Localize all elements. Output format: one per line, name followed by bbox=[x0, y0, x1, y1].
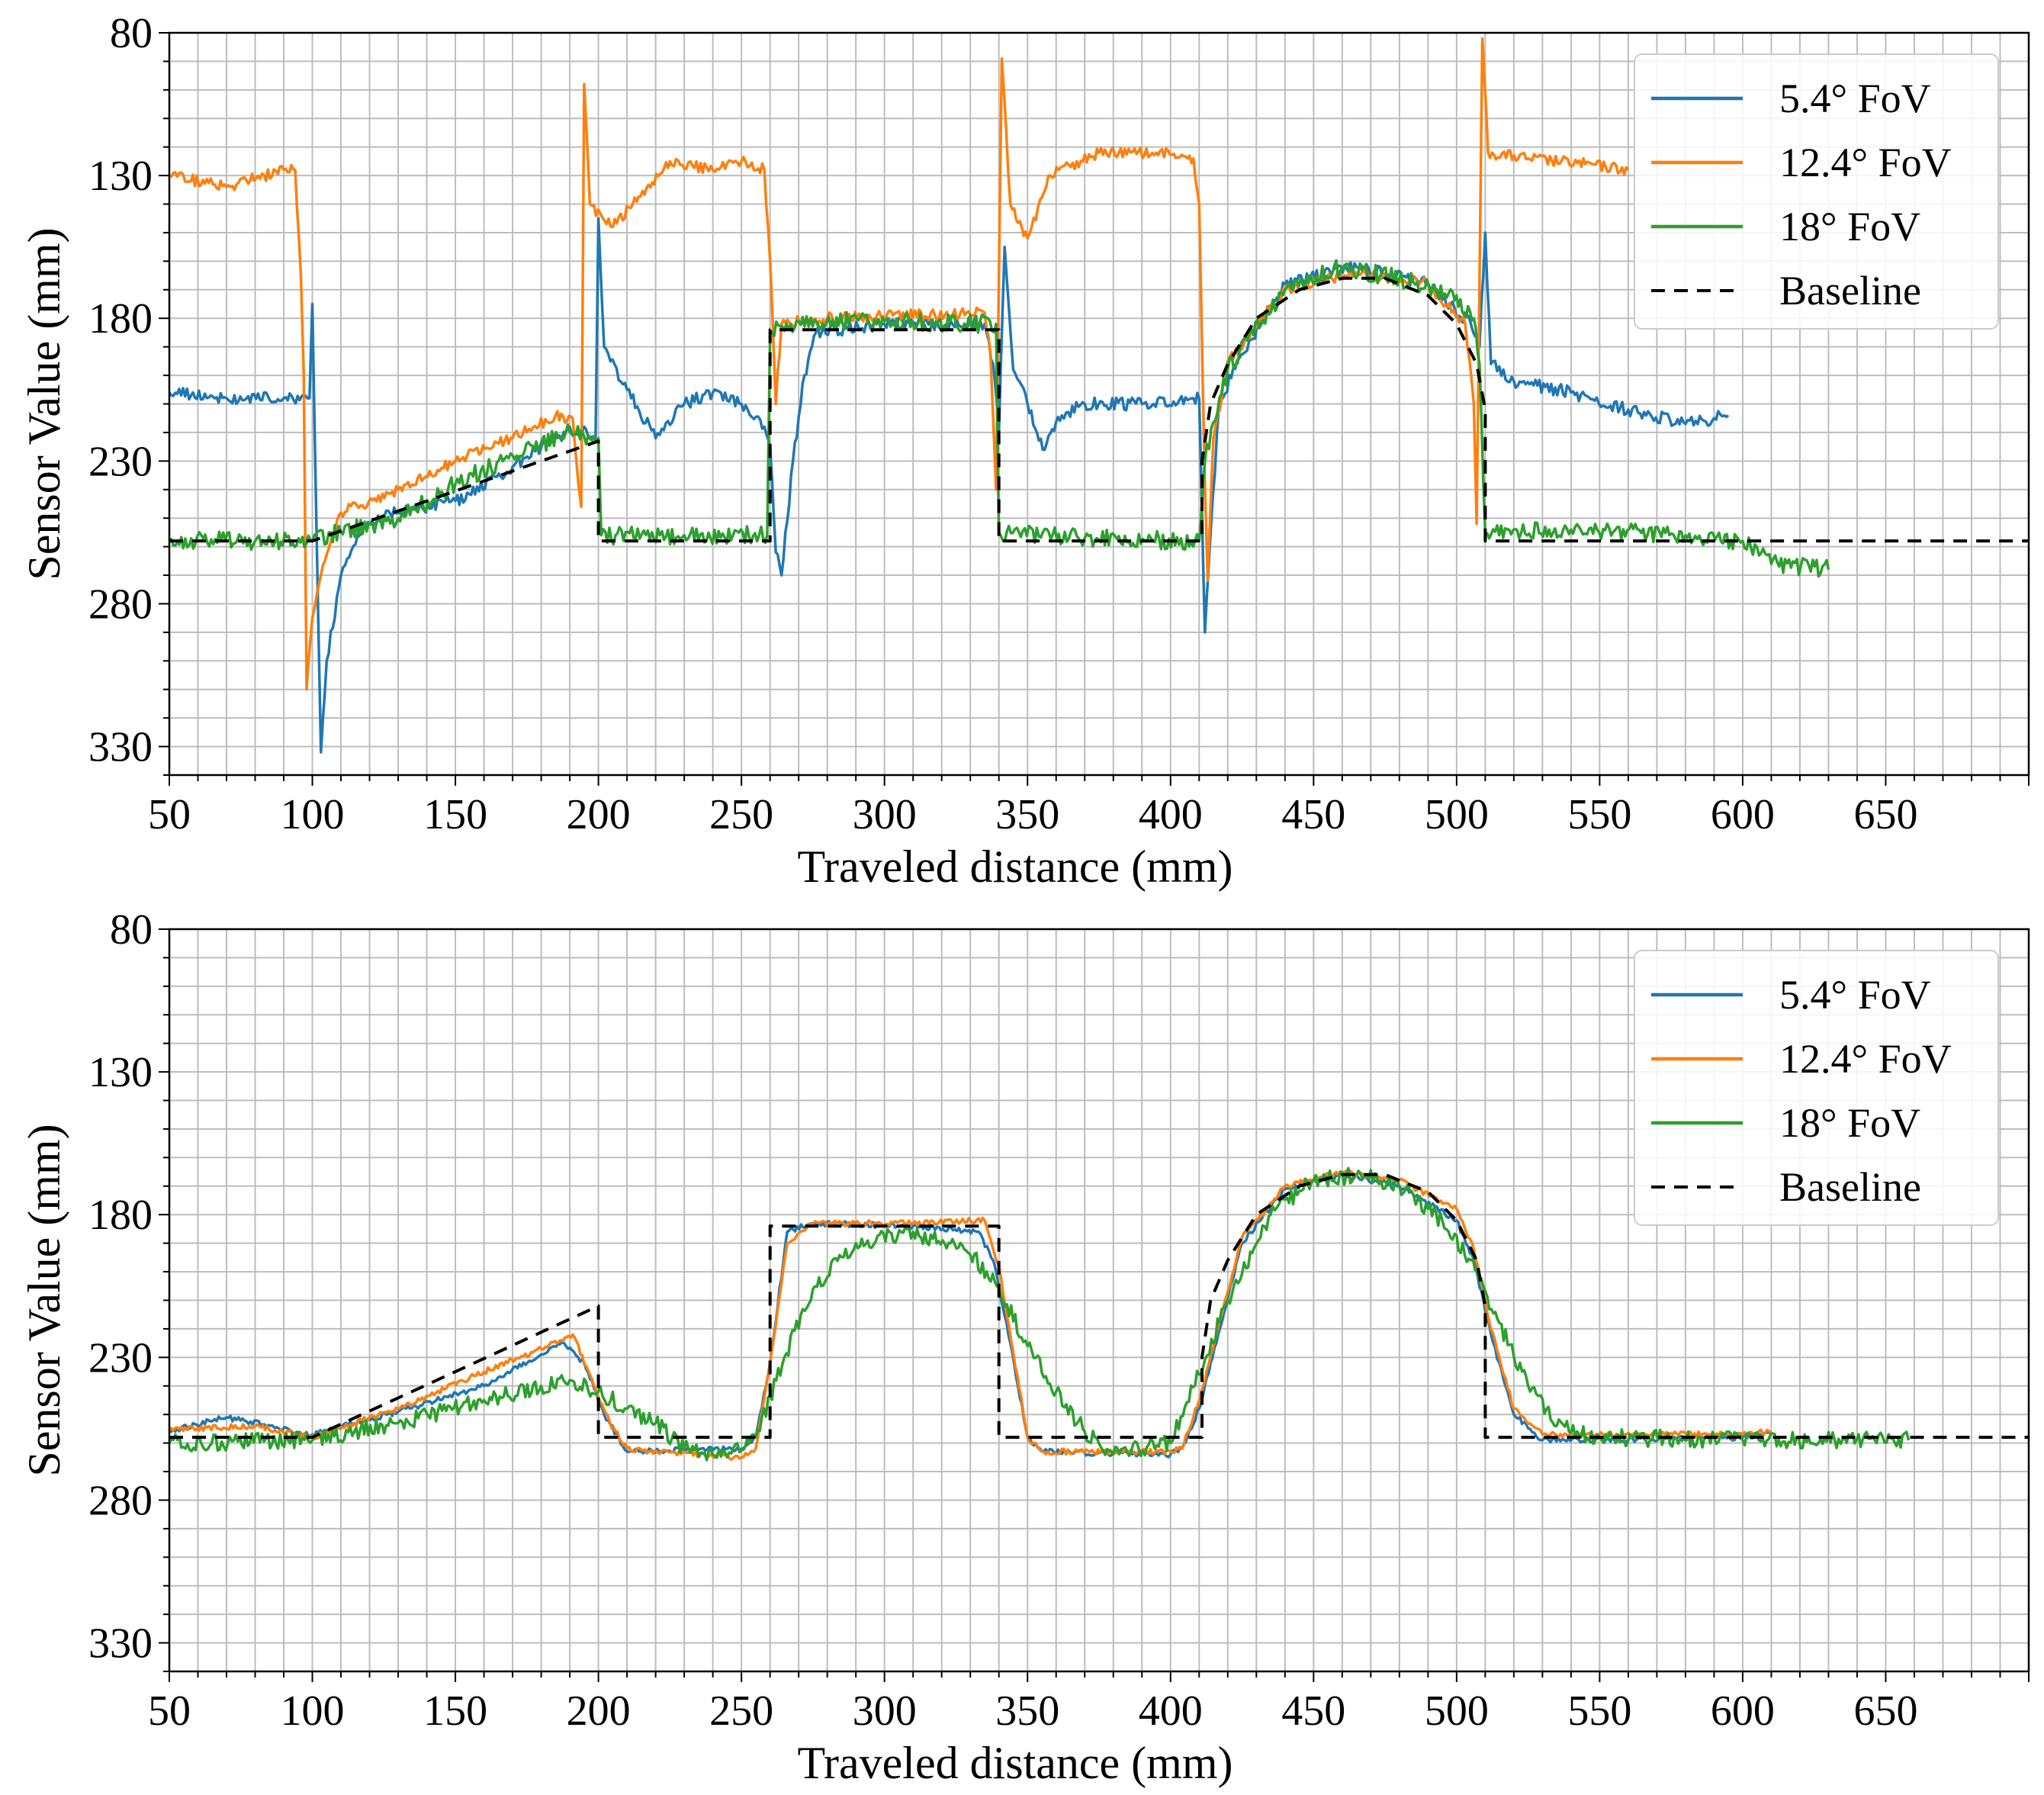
legend-label-3: Baseline bbox=[1779, 268, 1921, 314]
x-axis-label: Traveled distance (mm) bbox=[798, 841, 1233, 892]
legend-label-0: 5.4° FoV bbox=[1779, 972, 1931, 1018]
series-group bbox=[169, 1166, 2029, 1462]
chart-bottom: 50 100 150 200 250 300 350 400 450 500 550 600 650 80… bbox=[19, 906, 2030, 1788]
series-group bbox=[169, 37, 2029, 754]
x-tick-label: 350 bbox=[995, 1687, 1059, 1735]
x-tick-label: 600 bbox=[1711, 1687, 1775, 1735]
y-tick-label: 130 bbox=[88, 1049, 153, 1096]
x-tick-label: 150 bbox=[423, 1687, 487, 1735]
y-tick-label: 280 bbox=[88, 1477, 153, 1524]
y-tick-label: 130 bbox=[88, 153, 153, 200]
legend-label-2: 18° FoV bbox=[1779, 204, 1920, 249]
legend-box bbox=[1634, 53, 1999, 330]
x-tick-label: 200 bbox=[567, 1687, 631, 1735]
x-tick-label: 600 bbox=[1711, 791, 1775, 838]
y-tick-label: 180 bbox=[88, 295, 153, 343]
x-axis-label: Traveled distance (mm) bbox=[798, 1738, 1233, 1788]
ticks bbox=[159, 928, 2030, 1682]
y-axis-label: Sensor Value (mm) bbox=[19, 1124, 69, 1476]
x-tick-label: 650 bbox=[1853, 791, 1917, 838]
x-tick-label: 650 bbox=[1853, 1687, 1917, 1735]
x-tick-label: 500 bbox=[1425, 1687, 1489, 1735]
x-tick-label: 550 bbox=[1567, 791, 1631, 838]
x-tick-label: 400 bbox=[1139, 1687, 1203, 1735]
x-tick-label: 550 bbox=[1567, 1687, 1631, 1735]
legend-label-1: 12.4° FoV bbox=[1779, 1036, 1952, 1082]
chart-top: 50 100 150 200 250 300 350 400 450 500 550 600 650 80… bbox=[19, 10, 2030, 892]
x-tick-label: 450 bbox=[1281, 1687, 1345, 1735]
x-tick-label: 450 bbox=[1281, 791, 1345, 838]
y-tick-label: 180 bbox=[88, 1192, 153, 1239]
x-tick-label: 150 bbox=[423, 791, 487, 838]
legend: 5.4° FoV 12.4° FoV 18° FoV Baseline bbox=[1634, 53, 1999, 330]
legend-label-1: 12.4° FoV bbox=[1779, 140, 1952, 185]
y-axis-label: Sensor Value (mm) bbox=[19, 227, 69, 580]
x-tick-label: 50 bbox=[148, 791, 191, 838]
legend-box bbox=[1634, 950, 1999, 1226]
y-tick-label: 230 bbox=[88, 1334, 153, 1382]
x-tick-label: 100 bbox=[281, 791, 345, 838]
legend-label-3: Baseline bbox=[1779, 1164, 1921, 1210]
legend-label-2: 18° FoV bbox=[1779, 1100, 1920, 1146]
x-tick-label: 200 bbox=[567, 791, 631, 838]
y-tick-label: 330 bbox=[88, 1620, 153, 1668]
x-tick-label: 50 bbox=[148, 1687, 191, 1735]
x-tick-label: 250 bbox=[709, 1687, 773, 1735]
legend: 5.4° FoV 12.4° FoV 18° FoV Baseline bbox=[1634, 950, 1999, 1226]
legend-label-0: 5.4° FoV bbox=[1779, 76, 1931, 121]
series-line-3 bbox=[169, 1173, 2029, 1440]
x-tick-label: 250 bbox=[709, 791, 773, 838]
x-tick-label: 100 bbox=[281, 1687, 345, 1735]
series-line-1 bbox=[169, 37, 1630, 691]
x-tick-label: 500 bbox=[1425, 791, 1489, 838]
y-tick-label: 80 bbox=[110, 10, 153, 57]
x-tick-label: 300 bbox=[853, 1687, 917, 1735]
x-tick-label: 350 bbox=[995, 791, 1059, 838]
y-tick-label: 80 bbox=[110, 906, 153, 954]
ticks bbox=[159, 32, 2030, 786]
y-tick-label: 330 bbox=[88, 724, 153, 771]
x-tick-label: 400 bbox=[1139, 791, 1203, 838]
series-line-1 bbox=[169, 1169, 1772, 1461]
x-tick-label: 300 bbox=[853, 791, 917, 838]
y-tick-label: 280 bbox=[88, 581, 153, 628]
y-tick-label: 230 bbox=[88, 438, 153, 485]
